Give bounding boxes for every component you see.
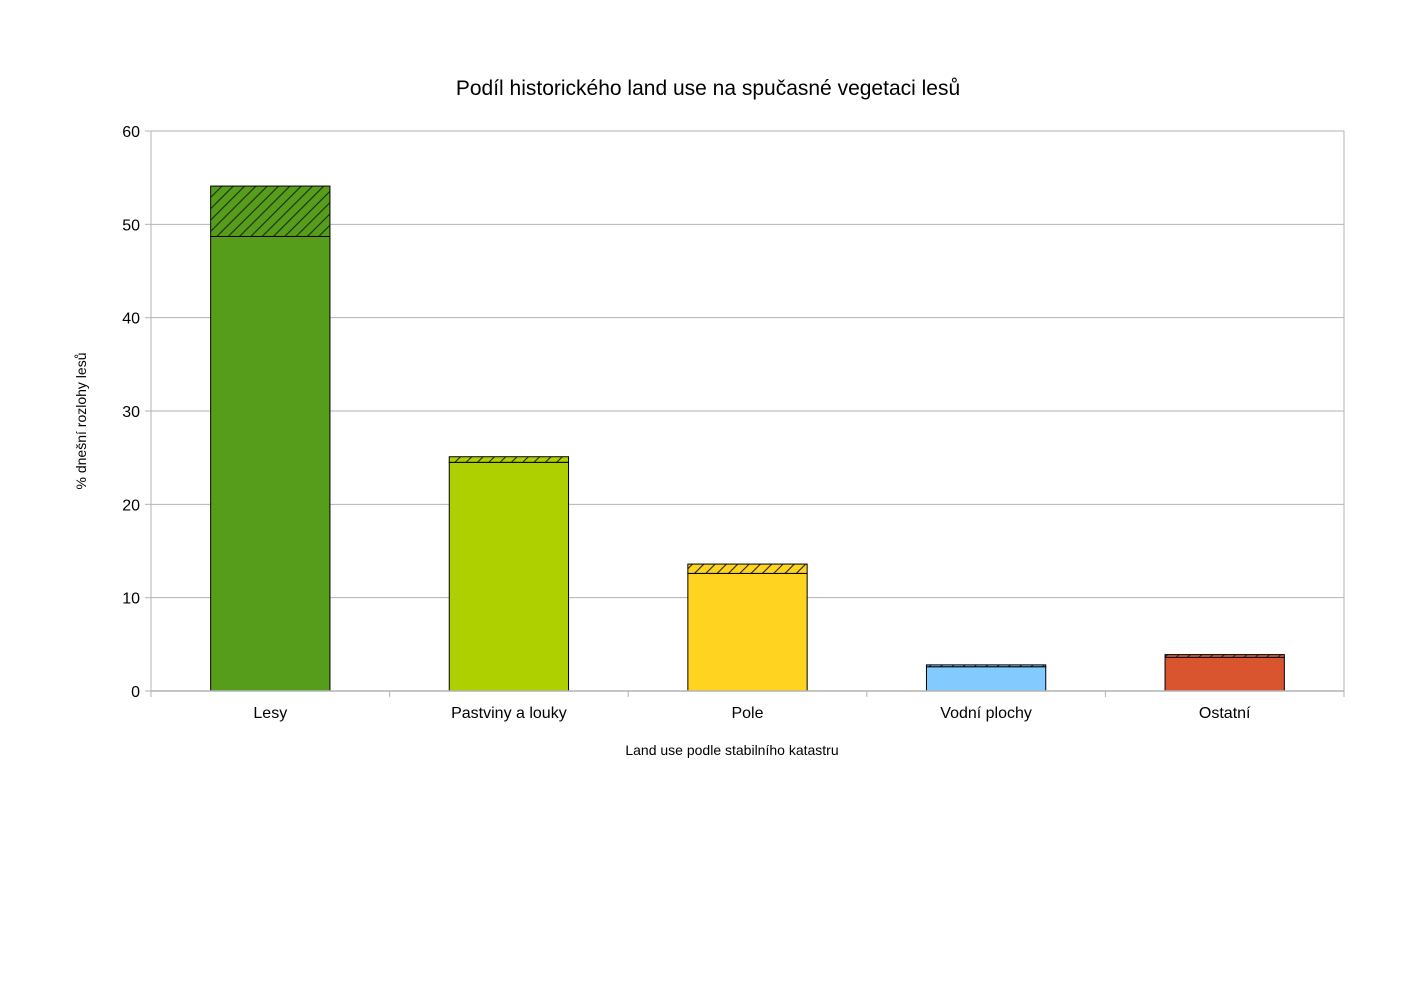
y-tick-label: 30	[122, 404, 140, 421]
x-tick-label: Pastviny a louky	[451, 705, 567, 722]
bar-segment-solid	[1164, 656, 1285, 692]
gridlines	[151, 130, 1344, 692]
bar-segment-solid	[448, 461, 570, 692]
bar-segment-solid	[925, 666, 1047, 692]
axes: 0 10 20 30 40 50 60 Lesy Pastviny a louky Pole Vod…	[122, 124, 1345, 722]
y-tick-label: 10	[122, 591, 140, 608]
bar-segment-solid	[210, 235, 331, 692]
bar-segment-hatched	[687, 563, 808, 574]
y-tick-label: 50	[122, 217, 140, 234]
bars	[210, 185, 1285, 692]
chart-title: Podíl historického land use na spučasné …	[456, 77, 960, 100]
bar-segment-hatched	[1164, 654, 1285, 658]
bar-segment-hatched	[925, 664, 1047, 668]
x-tick-label: Pole	[731, 705, 763, 722]
y-tick-label: 40	[122, 311, 140, 328]
y-axis-label: % dnešní rozlohy lesů	[73, 353, 89, 490]
y-tick-label: 20	[122, 497, 140, 514]
x-tick-label: Ostatní	[1199, 705, 1251, 722]
bar-segment-hatched	[448, 456, 570, 463]
bar-segment-solid	[687, 572, 808, 692]
x-axis-label: Land use podle stabilního katastru	[625, 742, 838, 758]
y-tick-label: 0	[131, 684, 140, 701]
x-tick-label: Lesy	[253, 705, 287, 722]
y-tick-label: 60	[122, 124, 140, 141]
bar-segment-hatched	[210, 185, 331, 237]
x-tick-label: Vodní plochy	[940, 705, 1032, 722]
